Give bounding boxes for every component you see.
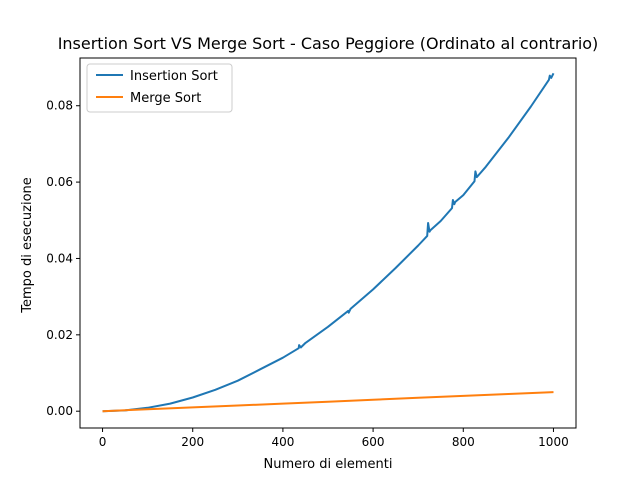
y-tick-label: 0.06 bbox=[46, 175, 73, 189]
y-tick-label: 0.00 bbox=[46, 404, 73, 418]
plot-series bbox=[102, 72, 555, 413]
series-line-insertion-sort bbox=[102, 72, 555, 413]
legend-label-merge-sort: Merge Sort bbox=[130, 91, 201, 106]
x-tick-label: 800 bbox=[452, 435, 475, 449]
y-axis-label: Tempo di esecuzione bbox=[20, 177, 35, 314]
y-axis-ticks: 0.00 0.02 0.04 0.06 0.08 bbox=[46, 99, 80, 418]
chart-title: Insertion Sort VS Merge Sort - Caso Pegg… bbox=[58, 34, 599, 53]
x-axis-ticks: 0 200 400 600 800 1000 bbox=[99, 428, 569, 449]
legend-box bbox=[86, 63, 233, 113]
x-tick-label: 0 bbox=[99, 435, 107, 449]
y-tick-label: 0.02 bbox=[46, 328, 73, 342]
x-tick-label: 1000 bbox=[538, 435, 569, 449]
plot-frame bbox=[79, 57, 577, 429]
legend: Insertion Sort Merge Sort bbox=[86, 63, 233, 113]
x-axis-label: Numero di elementi bbox=[264, 457, 393, 472]
y-tick-label: 0.08 bbox=[46, 99, 73, 113]
x-tick-label: 600 bbox=[362, 435, 385, 449]
series-line-merge-sort bbox=[102, 391, 554, 413]
legend-label-insertion-sort: Insertion Sort bbox=[130, 69, 218, 84]
y-tick-label: 0.04 bbox=[46, 251, 73, 265]
x-tick-label: 200 bbox=[181, 435, 204, 449]
x-tick-label: 400 bbox=[271, 435, 294, 449]
